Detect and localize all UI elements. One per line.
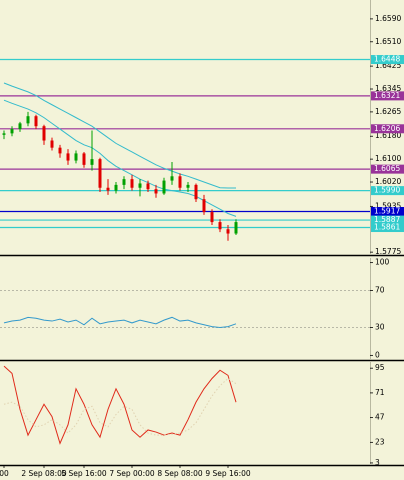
level-tag xyxy=(371,164,404,174)
candle-body xyxy=(210,212,214,223)
candle-body xyxy=(186,184,190,188)
level-tag xyxy=(371,91,404,101)
level-tag xyxy=(371,186,404,196)
level-label: 1.5917 xyxy=(374,206,400,215)
y-tick-label: 47 xyxy=(375,413,385,422)
y-tick-label: 1.6590 xyxy=(375,14,401,23)
series-line xyxy=(3,82,236,189)
series-line xyxy=(3,316,237,329)
y-tick-label: 1.6100 xyxy=(375,154,401,163)
candle-body xyxy=(178,176,182,188)
candle-body xyxy=(226,229,230,234)
candle-body xyxy=(34,116,38,127)
y-tick-label: 1.6180 xyxy=(375,131,401,140)
candle-body xyxy=(122,179,126,185)
candle-body xyxy=(114,184,118,191)
candle-body xyxy=(42,126,46,141)
candle-body xyxy=(2,133,6,135)
y-tick-label: 1.6345 xyxy=(375,84,401,93)
candle-body xyxy=(138,183,142,188)
candle-body xyxy=(18,123,22,130)
y-tick-label: 23 xyxy=(375,437,385,446)
candle-body xyxy=(58,147,62,154)
level-label: 1.5887 xyxy=(374,215,400,224)
y-tick-label: 0 xyxy=(375,350,380,359)
candle-body xyxy=(202,199,206,213)
candle-body xyxy=(194,184,198,200)
y-tick-label: 100 xyxy=(375,258,390,267)
level-tag xyxy=(371,206,404,216)
candle-body xyxy=(50,140,54,148)
candle-body xyxy=(170,176,174,181)
y-tick-label: 71 xyxy=(375,388,385,397)
x-tick-label: 9 Sep 16:00 xyxy=(205,469,251,478)
y-tick-label: 1.6020 xyxy=(375,177,401,186)
y-tick-label: 1.6510 xyxy=(375,37,401,46)
x-tick-label: 7 Sep 00:00 xyxy=(109,469,155,478)
level-tag xyxy=(371,55,404,65)
x-tick-label: 2 Sep 08:00 xyxy=(21,469,67,478)
candle-body xyxy=(98,159,102,188)
candle-body xyxy=(162,180,166,194)
x-tick-label: 8 Sep 08:00 xyxy=(157,469,203,478)
candle-body xyxy=(66,153,70,161)
series-line xyxy=(3,365,237,445)
level-label: 1.6206 xyxy=(374,124,400,133)
level-tag xyxy=(371,215,404,225)
candle-body xyxy=(74,153,78,161)
y-tick-label: 1.6265 xyxy=(375,107,401,116)
level-label: 1.6448 xyxy=(374,55,400,64)
y-tick-label: 1.5935 xyxy=(375,201,401,210)
x-tick-label: 00 xyxy=(0,469,9,478)
candle-body xyxy=(10,129,14,134)
level-label: 1.5990 xyxy=(374,186,400,195)
x-tick-label: 5 Sep 16:00 xyxy=(61,469,107,478)
candle-body xyxy=(146,183,150,190)
candle-body xyxy=(26,116,30,124)
level-label: 1.6321 xyxy=(374,91,400,100)
level-label: 1.6065 xyxy=(374,164,400,173)
candle-body xyxy=(130,179,134,188)
y-tick-label: 95 xyxy=(375,363,385,372)
candle-body xyxy=(106,187,110,191)
candle-body xyxy=(218,222,222,230)
level-tag xyxy=(371,124,404,134)
level-label: 1.5861 xyxy=(374,223,400,232)
y-tick-label: 30 xyxy=(375,323,385,332)
candle-body xyxy=(90,159,94,165)
candle-body xyxy=(234,222,238,234)
y-tick-label: 1.5775 xyxy=(375,247,401,256)
level-tag xyxy=(371,223,404,233)
y-tick-label: 3 xyxy=(375,458,380,467)
candle-body xyxy=(82,153,86,165)
y-tick-label: 1.6425 xyxy=(375,61,401,70)
y-tick-label: 70 xyxy=(375,285,385,294)
candle-body xyxy=(154,189,158,194)
